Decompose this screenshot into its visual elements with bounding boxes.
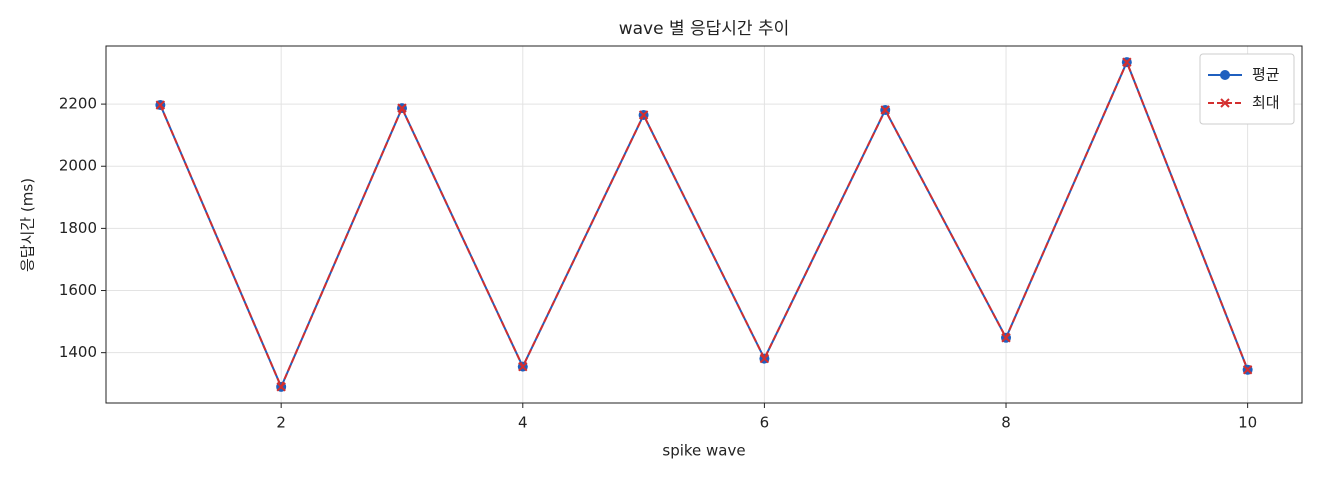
point bbox=[638, 110, 649, 120]
point bbox=[518, 361, 528, 372]
x-tick-label: 6 bbox=[760, 414, 770, 432]
point bbox=[276, 382, 286, 392]
plot-frame bbox=[105, 45, 1303, 404]
point bbox=[1242, 365, 1253, 375]
legend-label: 평균 bbox=[1252, 66, 1280, 84]
y-tick-label: 1600 bbox=[59, 281, 97, 299]
x-tick-label: 2 bbox=[276, 414, 286, 432]
series-line bbox=[159, 59, 1249, 390]
point bbox=[155, 100, 166, 110]
point bbox=[397, 103, 407, 113]
legend-marker bbox=[1220, 70, 1230, 80]
point bbox=[1122, 57, 1132, 67]
legend-label: 최대 bbox=[1252, 94, 1280, 112]
x-axis-label: spike wave bbox=[662, 442, 745, 460]
legend-marker bbox=[1220, 98, 1230, 108]
x-tick-label: 10 bbox=[1238, 414, 1257, 432]
y-axis-label: 응답시간 (ms) bbox=[19, 178, 37, 272]
y-tick-label: 2000 bbox=[59, 157, 97, 175]
chart-title: wave 별 응답시간 추이 bbox=[619, 19, 790, 39]
x-tick-label: 4 bbox=[518, 414, 528, 432]
point bbox=[880, 105, 890, 115]
series-line bbox=[159, 59, 1249, 390]
x-tick-label: 8 bbox=[1001, 414, 1011, 432]
y-tick-label: 1400 bbox=[59, 343, 97, 361]
y-tick-label: 2200 bbox=[59, 95, 97, 113]
legend-box bbox=[1199, 53, 1295, 125]
point bbox=[759, 353, 770, 364]
point bbox=[1001, 333, 1011, 343]
y-tick-label: 1800 bbox=[59, 219, 97, 237]
